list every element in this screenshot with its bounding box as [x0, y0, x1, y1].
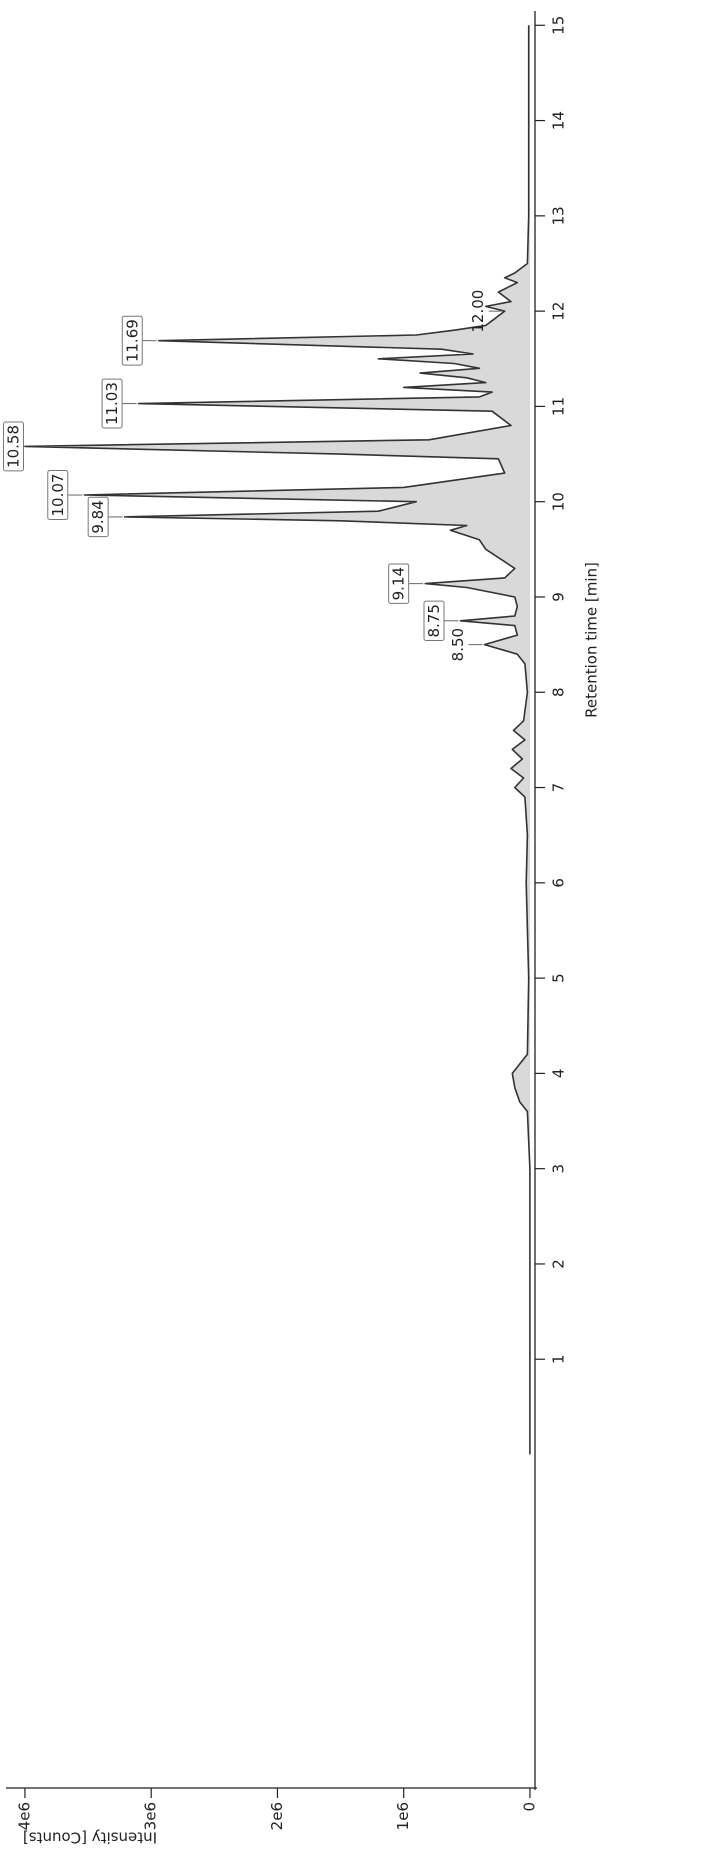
peak-annotation: 9.14: [388, 563, 410, 604]
annotation-label: 10.58: [5, 425, 23, 468]
annotation-label: 8.50: [449, 628, 467, 661]
annotation-box: [87, 496, 109, 538]
annotation-label: 12.00: [469, 290, 487, 333]
annotation-label: 10.07: [49, 474, 67, 517]
x-tick-label: 10: [550, 492, 568, 511]
x-tick-label: 14: [550, 111, 568, 130]
annotation-label: 11.03: [103, 382, 121, 425]
y-tick-label: 2e6: [268, 1802, 286, 1830]
peak-annotation: 11.69: [121, 315, 143, 366]
annotation-box: [101, 378, 123, 429]
y-tick-label: 0: [520, 1802, 538, 1812]
peak-annotation: 12.00: [469, 290, 487, 333]
x-tick-label: 4: [550, 1069, 568, 1079]
trace-line: [24, 25, 531, 1455]
annotation-box: [3, 421, 24, 472]
x-tick-label: 15: [550, 16, 568, 35]
x-tick-label: 13: [550, 206, 568, 225]
annotation-box: [47, 470, 69, 521]
annotation-label: 9.14: [390, 567, 408, 600]
peak-annotation: 10.58: [3, 421, 24, 472]
peak-annotation: 8.50: [449, 628, 467, 661]
y-tick-label: 1e6: [394, 1802, 412, 1830]
annotation-box: [423, 600, 445, 642]
annotation-label: 11.69: [123, 319, 141, 362]
x-tick-label: 12: [550, 302, 568, 321]
x-tick-label: 11: [550, 397, 568, 416]
x-tick-label: 7: [550, 783, 568, 793]
y-tick-label: 3e6: [142, 1802, 160, 1830]
annotation-box: [388, 563, 410, 604]
peak-annotation: 8.75: [423, 600, 445, 642]
peak-annotation: 11.03: [101, 378, 123, 429]
x-tick-label: 3: [550, 1164, 568, 1174]
annotation-box: [121, 315, 143, 366]
x-tick-label: 2: [550, 1259, 568, 1269]
x-tick-label: 6: [550, 878, 568, 888]
annotation-label: 8.75: [425, 604, 443, 637]
y-tick-label: 4e6: [15, 1802, 33, 1830]
x-axis-label: Retention time [min]: [583, 562, 601, 718]
x-tick-label: 5: [550, 973, 568, 983]
x-tick-label: 1: [550, 1354, 568, 1364]
x-tick-label: 9: [550, 592, 568, 602]
y-axis-label: Intensity [Counts]: [23, 1829, 157, 1847]
x-tick-label: 8: [550, 687, 568, 697]
peak-area: [24, 25, 530, 1455]
annotation-label: 9.84: [89, 500, 107, 533]
peak-annotation: 9.84: [87, 496, 109, 538]
peak-annotation: 10.07: [47, 470, 69, 521]
